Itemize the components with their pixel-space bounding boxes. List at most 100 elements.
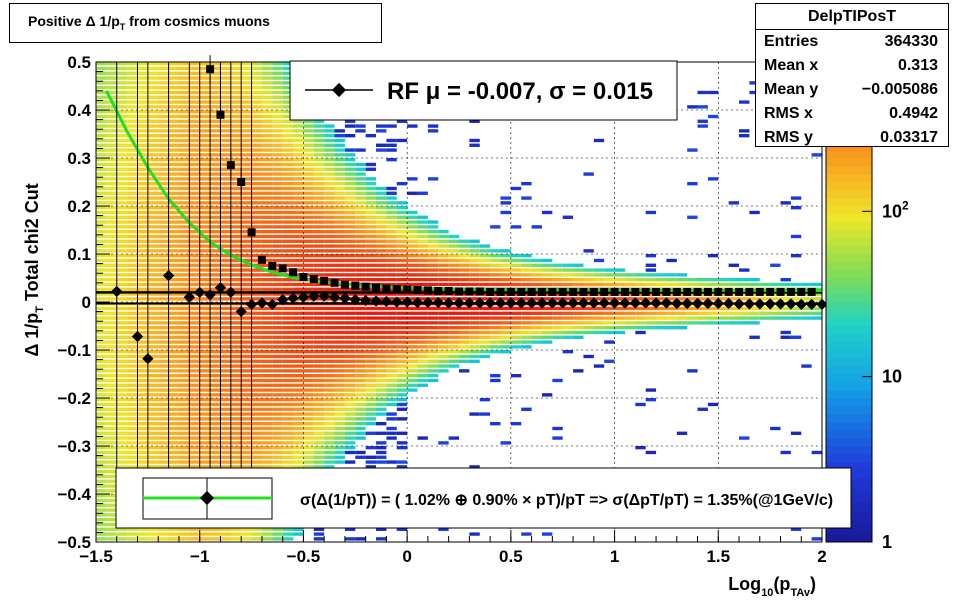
heatmap-cell [96,465,107,469]
heatmap-cell [96,311,107,315]
heatmap-cell [116,417,128,421]
heatmap-cell [635,292,646,296]
heatmap-cell [158,225,169,229]
heatmap-cell [106,498,117,503]
heatmap-cell [106,407,117,411]
heatmap-cell [241,66,252,71]
heatmap-cell [261,335,273,339]
heatmap-cell [531,225,542,229]
heatmap-cell [334,369,345,373]
heatmap-cell [210,138,221,143]
heatmap-cell [624,292,636,296]
heatmap-cell [469,268,480,272]
heatmap-cell [500,273,511,277]
heatmap-cell [251,268,262,272]
heatmap-cell [251,143,262,147]
heatmap-cell [220,460,231,464]
heatmap-cell [147,326,159,330]
palette-band [826,430,872,439]
heatmap-cell [261,158,273,162]
heatmap-cell [324,234,335,239]
heatmap-cell [210,330,221,335]
heatmap-cell [116,369,128,373]
heatmap-cell [137,450,148,455]
heatmap-cell [272,282,283,287]
heatmap-cell [199,244,211,248]
heatmap-cell [127,335,138,339]
heatmap-cell [106,148,117,152]
heatmap-cell [303,426,314,431]
heatmap-cell [355,230,366,234]
heatmap-cell [355,374,366,378]
heatmap-cell [293,326,304,330]
heatmap-cell [178,138,190,143]
heatmap-cell [573,273,584,277]
heatmap-cell [459,292,470,296]
heatmap-cell [251,311,262,315]
heatmap-cell [666,278,677,282]
heatmap-cell [324,201,335,205]
heatmap-cell [376,215,387,219]
heatmap-cell [178,350,190,354]
heatmap-cell [282,354,294,359]
heatmap-cell [448,311,459,315]
heatmap-cell [261,244,273,248]
heatmap-cell [137,340,148,344]
heatmap-cell [282,378,294,383]
heatmap-cell [531,326,542,330]
heatmap-cell [552,306,563,311]
heatmap-cell [147,330,159,335]
heatmap-cell [158,460,169,464]
heatmap-cell [116,134,128,138]
heatmap-cell [749,81,760,85]
heatmap-cell [365,263,377,267]
heatmap-cell [106,489,117,493]
heatmap-cell [334,186,345,191]
heatmap-cell [261,196,273,200]
heatmap-cell [344,321,356,325]
heatmap-cell [96,402,107,407]
heatmap-cell [272,335,283,339]
heatmap-cell [707,321,719,325]
heatmap-cell [199,158,211,162]
heatmap-cell [210,431,221,435]
heatmap-cell [137,100,148,104]
heatmap-cell [96,436,107,440]
sigma-point [475,287,484,296]
heatmap-cell [106,182,117,186]
heatmap-cell [116,278,128,282]
heatmap-cell [324,172,335,176]
heatmap-cell [241,455,252,459]
heatmap-cell [261,441,273,445]
heatmap-cell [396,268,408,272]
heatmap-cell [583,282,594,287]
heatmap-cell [521,297,532,301]
heatmap-cell [178,422,190,426]
heatmap-cell [116,196,128,200]
heatmap-cell [251,441,262,445]
heatmap-cell [251,134,262,138]
heatmap-cell [635,326,646,330]
palette-band [826,398,872,407]
heatmap-cell [230,374,242,378]
heatmap-cell [313,129,325,133]
heatmap-cell [230,129,242,133]
heatmap-cell [324,162,335,167]
heatmap-cell [220,278,231,282]
heatmap-cell [199,86,211,90]
heatmap-cell [241,234,252,239]
mean-point [204,289,216,301]
heatmap-cell [241,383,252,387]
heatmap-cell [469,306,480,311]
heatmap-cell [137,220,148,224]
heatmap-cell [562,268,574,272]
heatmap-cell [293,162,304,167]
heatmap-cell [469,278,480,282]
heatmap-cell [106,527,117,531]
heatmap-cell [282,230,294,234]
heatmap-cell [344,239,356,243]
heatmap-cell [635,402,646,407]
heatmap-cell [220,177,231,181]
heatmap-cell [479,306,491,311]
heatmap-cell [376,249,387,253]
